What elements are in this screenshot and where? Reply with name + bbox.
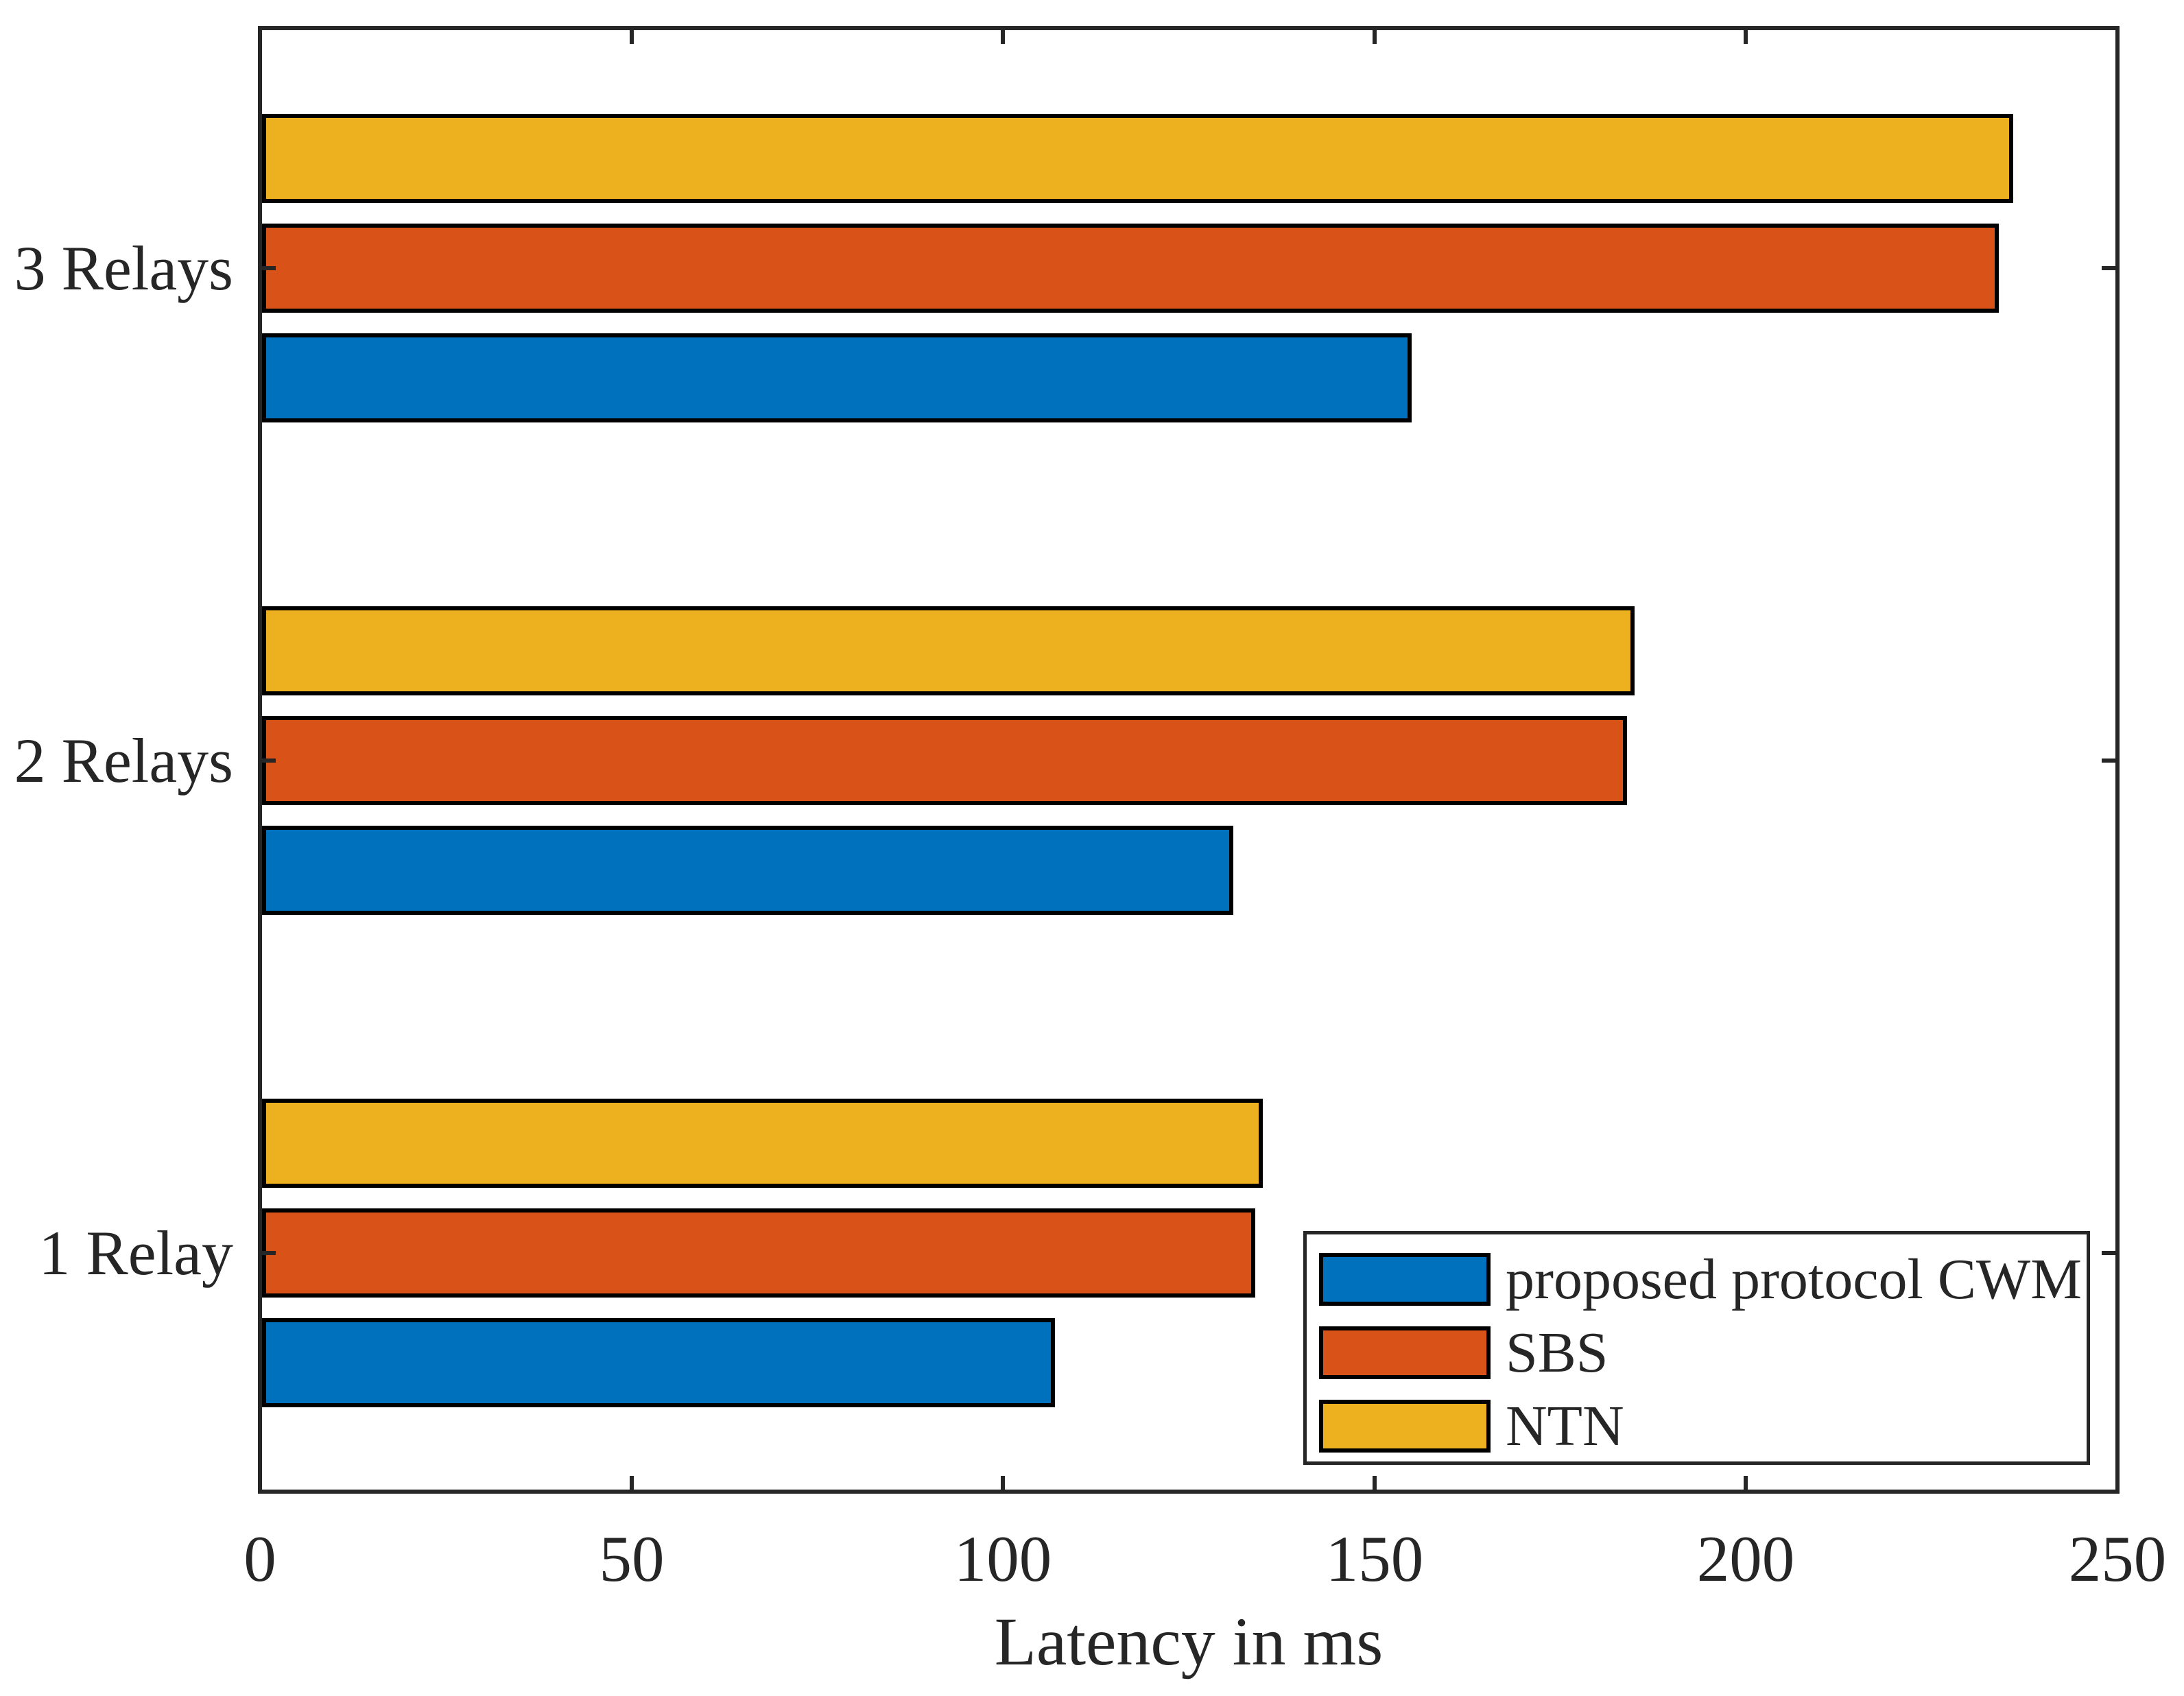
x-tick-label-0: 0 [244, 1522, 276, 1595]
bar-2-relays-ntn [262, 606, 1635, 695]
y-tick-2-relays-right [2102, 759, 2115, 763]
x-tick-label-100: 100 [953, 1522, 1052, 1595]
legend-swatch-ntn [1319, 1400, 1491, 1453]
legend-label-sbs: SBS [1506, 1321, 1609, 1385]
bar-3-relays-sbs [262, 224, 1999, 313]
bar-3-relays-cwm [262, 333, 1412, 422]
bar-1-relay-sbs [262, 1208, 1255, 1298]
legend: proposed protocol CWM SBS NTN [1303, 1231, 2090, 1465]
y-tick-1-relay-right [2102, 1251, 2115, 1255]
x-tick-label-150: 150 [1325, 1522, 1424, 1595]
plot-area [258, 26, 2120, 1494]
legend-row-cwm: proposed protocol CWM [1319, 1247, 2082, 1311]
bar-2-relays-cwm [262, 826, 1233, 915]
bar-2-relays-sbs [262, 716, 1627, 805]
bar-1-relay-cwm [262, 1318, 1055, 1407]
x-tick-200-bottom [1744, 1476, 1748, 1490]
x-tick-label-250: 250 [2068, 1522, 2167, 1595]
y-category-label-1-relay: 1 Relay [38, 1218, 233, 1288]
y-category-label-2-relays: 2 Relays [14, 726, 233, 796]
legend-label-cwm: proposed protocol CWM [1506, 1247, 2082, 1311]
x-tick-150-top [1373, 30, 1377, 44]
x-tick-100-top [1001, 30, 1005, 44]
x-tick-50-top [630, 30, 634, 44]
y-tick-3-relays-left [262, 266, 276, 270]
x-tick-label-50: 50 [599, 1522, 665, 1595]
y-tick-3-relays-right [2102, 266, 2115, 270]
bar-3-relays-ntn [262, 114, 2013, 203]
x-tick-label-200: 200 [1696, 1522, 1795, 1595]
legend-swatch-sbs [1319, 1326, 1491, 1379]
legend-label-ntn: NTN [1506, 1394, 1624, 1458]
x-tick-50-bottom [630, 1476, 634, 1490]
x-tick-100-bottom [1001, 1476, 1005, 1490]
y-tick-1-relay-left [262, 1251, 276, 1255]
bar-1-relay-ntn [262, 1099, 1263, 1188]
legend-row-ntn: NTN [1319, 1394, 2080, 1458]
y-category-label-3-relays: 3 Relays [14, 233, 233, 303]
x-axis-title: Latency in ms [994, 1603, 1384, 1680]
legend-swatch-cwm [1319, 1253, 1491, 1306]
legend-row-sbs: SBS [1319, 1321, 2080, 1385]
y-tick-2-relays-left [262, 759, 276, 763]
x-tick-200-top [1744, 30, 1748, 44]
x-tick-150-bottom [1373, 1476, 1377, 1490]
